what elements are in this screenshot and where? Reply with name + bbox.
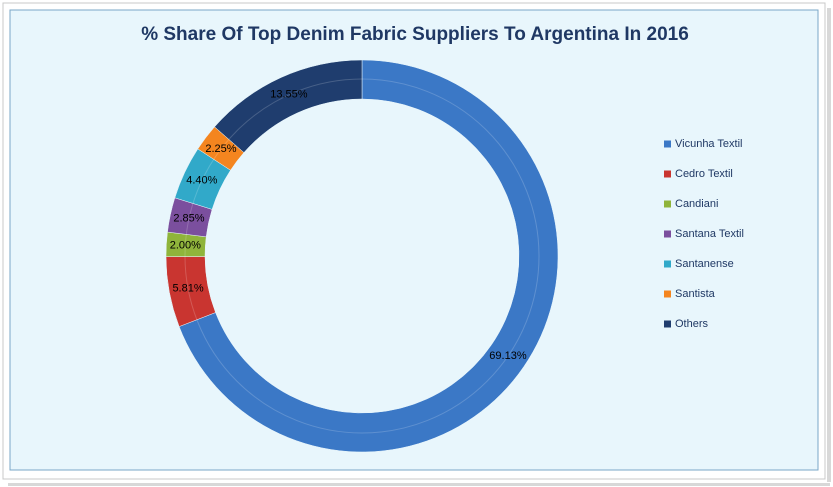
frame-shadow — [827, 8, 831, 482]
legend-swatch — [664, 230, 671, 238]
legend-label: Cedro Textil — [675, 168, 733, 180]
legend-label: Vicunha Textil — [675, 138, 742, 150]
data-label: 4.40% — [186, 175, 217, 187]
legend-swatch — [664, 140, 671, 148]
legend-label: Candiani — [675, 198, 718, 210]
data-label: 2.85% — [173, 213, 204, 225]
legend-swatch — [664, 200, 671, 208]
legend-label: Others — [675, 318, 709, 330]
donut-segment — [214, 59, 363, 153]
legend-swatch — [664, 320, 671, 328]
donut-segment — [178, 59, 559, 453]
data-label: 5.81% — [172, 283, 203, 295]
legend-label: Santista — [675, 288, 716, 300]
data-label: 2.25% — [205, 143, 236, 155]
legend-label: Santanense — [675, 258, 734, 270]
legend-swatch — [664, 260, 671, 268]
data-label: 69.13% — [489, 350, 527, 362]
chart-title: % Share Of Top Denim Fabric Suppliers To… — [141, 24, 689, 45]
legend-swatch — [664, 170, 671, 178]
inner-ring — [184, 78, 540, 434]
legend-label: Santana Textil — [675, 228, 744, 240]
legend-swatch — [664, 290, 671, 298]
frame-shadow — [8, 483, 830, 486]
data-label: 13.55% — [270, 89, 308, 101]
data-label: 2.00% — [170, 239, 201, 251]
